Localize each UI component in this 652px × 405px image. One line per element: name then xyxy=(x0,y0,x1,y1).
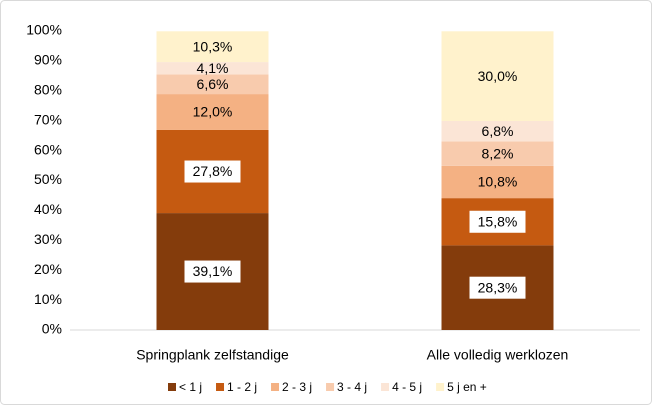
bar-segment xyxy=(156,94,269,130)
y-tick-label: 20% xyxy=(34,261,62,277)
y-tick-label: 0% xyxy=(42,321,62,337)
y-tick-label: 50% xyxy=(34,171,62,187)
value-label: 28,3% xyxy=(478,279,518,295)
legend-label: 4 - 5 j xyxy=(392,380,422,394)
legend-label: < 1 j xyxy=(179,380,202,394)
y-tick-label: 30% xyxy=(34,231,62,247)
value-label: 6,8% xyxy=(482,123,514,139)
value-label: 10,3% xyxy=(193,38,233,54)
value-label: 6,6% xyxy=(197,76,229,92)
x-tick-label: Springplank zelfstandige xyxy=(136,347,289,363)
y-tick-label: 100% xyxy=(26,22,62,38)
legend-swatch xyxy=(216,383,225,391)
value-label: 4,1% xyxy=(197,60,229,76)
legend-swatch xyxy=(271,383,280,391)
y-tick-label: 60% xyxy=(34,141,62,157)
legend-label: 5 j en + xyxy=(447,380,487,394)
legend-label: 2 - 3 j xyxy=(282,380,312,394)
bar-segment xyxy=(441,165,554,199)
value-label: 27,8% xyxy=(193,163,233,179)
value-label-box xyxy=(184,260,241,283)
y-tick-label: 90% xyxy=(34,52,62,68)
value-label: 30,0% xyxy=(478,68,518,84)
y-tick-label: 40% xyxy=(34,201,62,217)
value-label: 12,0% xyxy=(193,104,233,120)
y-tick-label: 80% xyxy=(34,82,62,98)
bar-segment xyxy=(156,74,269,95)
bar-segment xyxy=(156,62,269,75)
legend-label: 3 - 4 j xyxy=(337,380,367,394)
value-label: 8,2% xyxy=(482,145,514,161)
x-tick-label: Alle volledig werklozen xyxy=(427,347,569,363)
bar-segment xyxy=(441,120,554,142)
legend-label: 1 - 2 j xyxy=(227,380,257,394)
bar-segment xyxy=(441,141,554,166)
bar-segment xyxy=(441,31,554,121)
legend-swatch xyxy=(326,383,335,391)
value-label-box xyxy=(469,210,526,233)
y-tick-label: 10% xyxy=(34,291,62,307)
value-label: 10,8% xyxy=(478,174,518,190)
value-label: 39,1% xyxy=(193,263,233,279)
legend-swatch xyxy=(168,383,176,391)
bar-segment xyxy=(156,31,269,63)
y-tick-label: 70% xyxy=(34,111,62,127)
value-label-box xyxy=(184,160,241,183)
legend-swatch xyxy=(381,383,390,391)
value-label: 15,8% xyxy=(478,213,518,229)
legend-swatch xyxy=(436,383,445,391)
value-label-box xyxy=(469,276,526,299)
